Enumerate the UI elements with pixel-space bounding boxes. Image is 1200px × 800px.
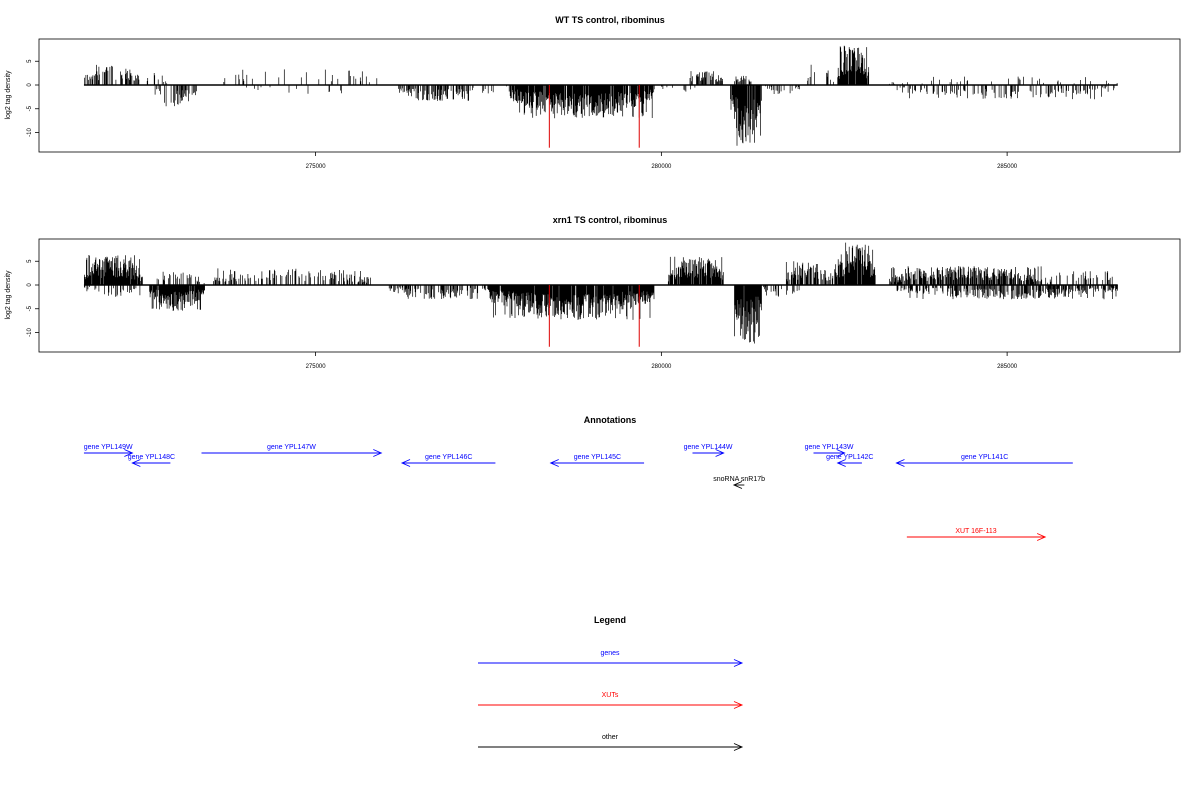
feature-arrowhead: [400, 459, 411, 467]
x-tick-label: 280000: [651, 164, 672, 170]
panel-xrn1: xrn1 TS control, ribominus log2 tag dens…: [5, 215, 1181, 370]
feature-label: gene YPL146C: [425, 454, 472, 461]
y-tick-label: -10: [27, 328, 33, 337]
x-tick-label: 275000: [306, 164, 327, 170]
legend: Legend genes XUTs other: [478, 615, 744, 751]
panel-wt-axes: 275000 280000 285000 -10 -5 0 5: [27, 59, 1018, 170]
legend-arrowhead: [733, 701, 744, 709]
feature-label: gene YPL141C: [961, 454, 1008, 461]
feature-arrowhead: [836, 459, 846, 467]
y-tick-label: -10: [27, 128, 33, 137]
x-tick-label: 275000: [306, 364, 327, 370]
legend-label: XUTs: [602, 692, 619, 699]
feature-arrowhead: [836, 449, 846, 457]
feature-arrowhead: [732, 481, 743, 489]
annotation-features: gene YPL149W gene YPL148C gene YPL147W gene…: [84, 444, 1073, 541]
legend-label: other: [602, 734, 619, 741]
y-tick-label: 5: [27, 259, 33, 263]
panel-xrn1-frame: [38, 238, 1181, 353]
y-tick-label: 0: [27, 283, 33, 287]
feature-arrowhead: [549, 459, 559, 467]
panel-xrn1-ylabel: log2 tag density: [5, 270, 12, 320]
feature-arrowhead: [1036, 533, 1047, 541]
feature-arrowhead: [895, 459, 905, 467]
panel-xrn1-axes: 275000 280000 285000 -10 -5 0 5: [27, 259, 1018, 370]
feature-arrowhead: [373, 449, 383, 457]
density-bars: [84, 45, 1118, 146]
feature-label: gene YPL143W: [805, 444, 854, 451]
annotations-title: Annotations: [584, 415, 637, 425]
x-tick-label: 285000: [997, 164, 1018, 170]
y-tick-label: 0: [27, 83, 33, 87]
legend-arrowhead: [733, 743, 744, 751]
feature-arrowhead: [131, 459, 141, 467]
x-tick-label: 285000: [997, 364, 1018, 370]
feature-label: gene YPL148C: [128, 454, 175, 461]
feature-label: gene YPL147W: [267, 444, 316, 451]
feature-arrowhead: [124, 449, 134, 457]
feature-label: gene YPL149W: [84, 444, 133, 451]
panel-wt-frame: [38, 38, 1181, 153]
density-bars: [84, 242, 1118, 344]
legend-label: genes: [600, 650, 620, 657]
y-tick-label: 5: [27, 59, 33, 63]
feature-label: XUT 16F-113: [955, 528, 996, 535]
panel-wt: WT TS control, ribominus log2 tag densit…: [5, 15, 1181, 170]
panel-xrn1-title: xrn1 TS control, ribominus: [553, 215, 668, 225]
panel-wt-title: WT TS control, ribominus: [555, 15, 665, 25]
feature-label: snoRNA snR17b: [713, 476, 765, 483]
legend-items: genes XUTs other: [478, 650, 744, 751]
panel-wt-bars: [83, 45, 1118, 148]
y-tick-label: -5: [27, 305, 33, 311]
x-tick-label: 280000: [651, 364, 672, 370]
legend-arrowhead: [733, 659, 744, 667]
panel-wt-ylabel: log2 tag density: [5, 70, 12, 120]
y-tick-label: -5: [27, 105, 33, 111]
panel-xrn1-bars: [83, 242, 1118, 347]
feature-arrowhead: [715, 449, 725, 457]
feature-label: gene YPL142C: [826, 454, 873, 461]
feature-label: gene YPL144W: [684, 444, 733, 451]
legend-title: Legend: [594, 615, 626, 625]
feature-label: gene YPL145C: [574, 454, 621, 461]
